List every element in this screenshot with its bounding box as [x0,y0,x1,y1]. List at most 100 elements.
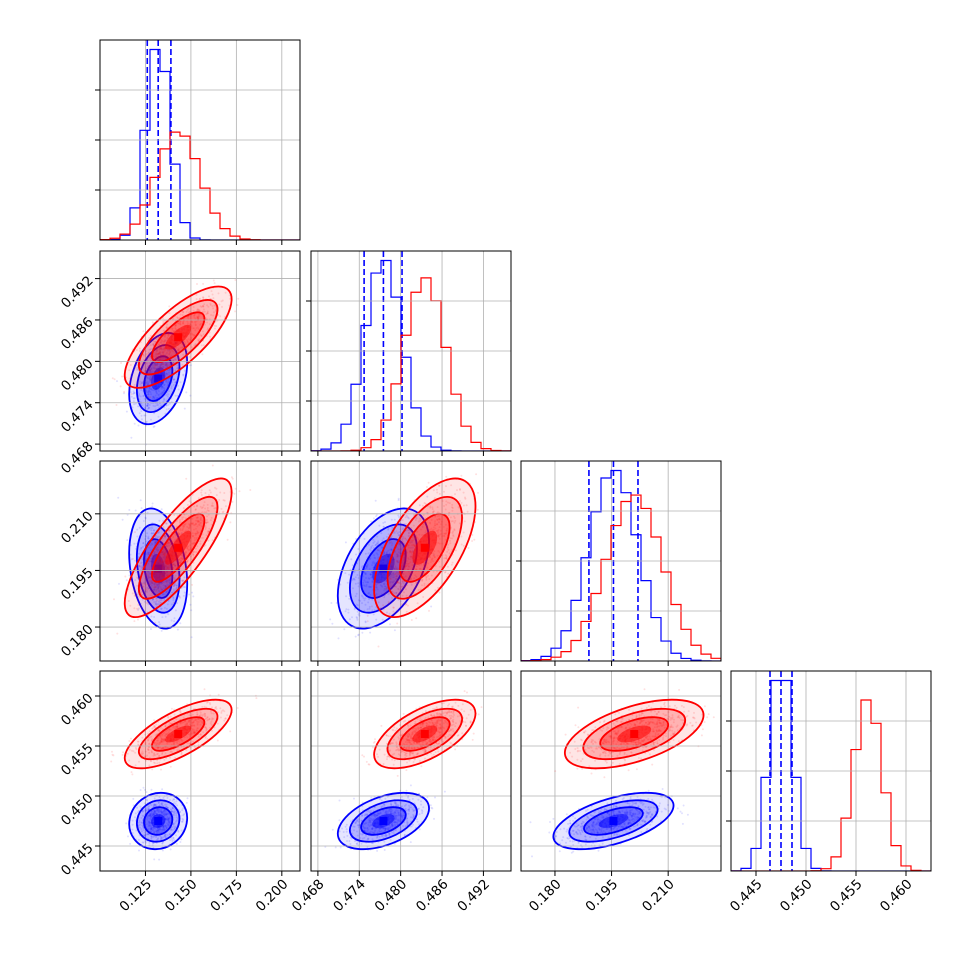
sample-point [167,379,170,382]
sample-point [149,821,151,824]
sample-point [191,725,194,727]
sample-point [188,719,191,722]
sample-point [144,369,147,372]
sample-point [365,567,368,570]
sample-point [370,605,373,608]
sample-point [390,577,393,580]
sample-point [162,366,165,369]
sample-point [411,546,414,549]
sample-point [347,611,350,614]
sample-point [171,540,173,543]
sample-point [191,591,193,594]
sample-point [148,821,151,824]
sample-point [139,805,142,808]
sample-point [123,392,125,395]
y-tick-label: 0.210 [58,508,97,547]
sample-point [136,535,139,538]
sample-point [409,561,412,564]
sample-point [211,706,213,709]
sample-point [141,567,144,570]
sample-point [173,590,175,592]
sample-point [165,590,168,593]
sample-point [424,563,427,566]
sample-point [166,336,169,339]
sample-point [148,406,151,409]
sample-point [396,559,399,562]
sample-point [160,575,163,578]
sample-point [172,369,174,372]
sample-point [164,730,167,733]
sample-point [201,511,204,514]
sample-point [149,348,152,351]
sample-point [185,357,188,360]
sample-point [415,568,418,571]
sample-point [148,388,151,391]
sample-point [163,554,166,557]
sample-point [439,529,442,532]
sample-point [178,533,181,536]
sample-point [389,578,392,580]
sample-point [165,361,168,364]
sample-point [216,739,219,742]
sample-point [124,575,127,578]
sample-point [437,535,440,538]
sample-point [159,599,162,602]
sample-point [177,388,180,391]
sample-point [388,552,391,555]
sample-point [364,571,367,574]
sample-point [165,326,168,329]
sample-point [159,560,162,563]
panel-frame [310,460,512,662]
sample-point [192,551,195,554]
sample-point [157,543,160,546]
sample-point [162,560,164,563]
sample-point [237,297,240,300]
sample-point [138,849,140,852]
sample-point [156,348,159,351]
sample-point [182,374,185,377]
sample-point [212,311,215,314]
sample-point [204,526,207,529]
sample-point [158,830,161,833]
sample-point [181,809,184,812]
sample-point [147,822,150,825]
sample-point [221,511,224,514]
sample-point [422,523,425,526]
sample-point [164,550,167,552]
sample-point [190,636,193,639]
sample-point [193,313,196,316]
sample-point [367,543,370,546]
sample-point [438,514,441,517]
sample-point [439,518,441,521]
sample-point [137,809,140,812]
sample-point [167,818,170,821]
sample-point [422,564,425,567]
sample-point [389,623,391,626]
sample-point [444,532,447,535]
sample-point [201,705,204,708]
sample-point [151,814,154,817]
sample-point [156,352,159,355]
sample-point [392,574,395,577]
sample-point [438,484,441,487]
sample-point [163,810,166,813]
sample-point [154,566,157,569]
sample-point [371,580,374,583]
sample-point [147,377,150,380]
sample-point [405,514,408,517]
sample-point [147,537,150,540]
sample-point [204,528,207,530]
sample-point [163,340,166,343]
sample-point [178,740,181,743]
sample-point [202,282,205,285]
sample-point [415,581,418,584]
sample-point [160,348,163,351]
sample-point [190,337,193,339]
sample-point [146,377,149,379]
sample-point [163,814,166,817]
sample-point [135,368,138,371]
sample-point [171,576,174,579]
sample-point [429,561,432,564]
sample-point [181,363,184,366]
sample-point [460,535,463,538]
